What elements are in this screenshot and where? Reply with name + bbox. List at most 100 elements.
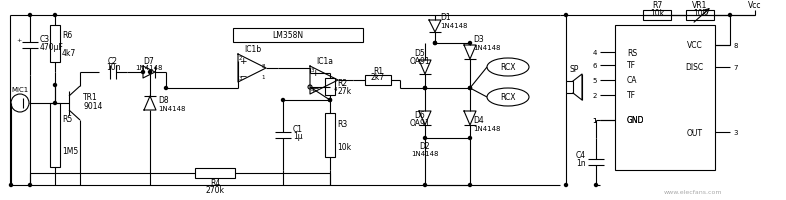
Circle shape <box>729 14 732 17</box>
Text: 1N4148: 1N4148 <box>411 150 439 156</box>
Text: C2: C2 <box>108 56 118 65</box>
Bar <box>686 11 714 21</box>
Text: +: + <box>17 37 22 42</box>
Text: 9014: 9014 <box>83 102 102 111</box>
Text: 10n: 10n <box>106 63 120 72</box>
Text: D1: D1 <box>440 13 450 22</box>
Bar <box>50 26 60 62</box>
Circle shape <box>468 87 472 90</box>
Text: 8: 8 <box>261 63 265 68</box>
Bar <box>643 11 671 21</box>
Circle shape <box>468 42 472 45</box>
Text: OUT: OUT <box>687 128 703 137</box>
Bar <box>365 76 391 86</box>
Text: LM358N: LM358N <box>273 31 303 40</box>
Text: 1M5: 1M5 <box>62 147 79 156</box>
Text: MIC1: MIC1 <box>11 87 28 93</box>
Text: +: + <box>311 69 319 78</box>
Text: +: + <box>239 57 247 66</box>
Text: 4: 4 <box>310 88 314 93</box>
Text: R7: R7 <box>652 1 662 10</box>
Text: VCC: VCC <box>687 41 703 50</box>
Text: 7: 7 <box>733 65 737 71</box>
Text: RCX: RCX <box>500 93 516 102</box>
Text: 10k: 10k <box>337 142 351 151</box>
Text: D5: D5 <box>415 49 425 58</box>
Text: 4k7: 4k7 <box>62 49 76 58</box>
Circle shape <box>594 184 597 187</box>
Text: 10k: 10k <box>650 8 664 17</box>
Text: 3: 3 <box>733 129 737 135</box>
Text: 5: 5 <box>593 78 597 84</box>
Text: 2: 2 <box>238 56 242 61</box>
Text: 1n: 1n <box>576 158 586 167</box>
Text: 1: 1 <box>261 75 265 80</box>
Circle shape <box>28 14 31 17</box>
Text: 3: 3 <box>238 76 242 81</box>
Circle shape <box>468 184 472 187</box>
Text: 4: 4 <box>333 87 336 92</box>
Text: 270k: 270k <box>205 186 225 195</box>
Circle shape <box>424 184 427 187</box>
Text: 1N4148: 1N4148 <box>158 105 185 111</box>
Text: D4: D4 <box>473 116 483 125</box>
Text: RCX: RCX <box>500 63 516 72</box>
Text: 10k: 10k <box>693 8 707 17</box>
Text: 1N4148: 1N4148 <box>473 45 501 51</box>
Text: D3: D3 <box>473 35 483 44</box>
Text: 1: 1 <box>593 117 597 123</box>
Text: OA91: OA91 <box>410 56 430 65</box>
Text: R6: R6 <box>62 31 72 40</box>
Circle shape <box>53 14 57 17</box>
Circle shape <box>9 184 13 187</box>
Text: −: − <box>239 71 247 80</box>
Text: IC1b: IC1b <box>244 44 262 53</box>
Text: 3: 3 <box>310 68 314 73</box>
Text: VR1: VR1 <box>692 1 707 10</box>
Text: RS: RS <box>627 48 637 57</box>
Text: R2: R2 <box>337 78 347 87</box>
Text: 6: 6 <box>593 63 597 69</box>
Text: GND: GND <box>627 116 645 125</box>
Text: www.elecfans.com: www.elecfans.com <box>663 190 722 195</box>
Text: 27k: 27k <box>337 87 351 96</box>
Text: 4: 4 <box>593 50 597 56</box>
Circle shape <box>53 102 57 105</box>
Text: 2: 2 <box>593 93 597 99</box>
Text: 1: 1 <box>593 117 597 123</box>
Text: SP: SP <box>569 64 578 73</box>
Circle shape <box>564 14 567 17</box>
Text: R1: R1 <box>373 66 383 75</box>
Text: TR1: TR1 <box>83 93 97 102</box>
Text: R3: R3 <box>337 120 347 129</box>
Circle shape <box>468 87 472 90</box>
Text: D8: D8 <box>158 96 169 105</box>
Text: R4: R4 <box>210 179 220 188</box>
Circle shape <box>28 184 31 187</box>
Bar <box>50 103 60 167</box>
Text: 2k7: 2k7 <box>371 73 385 82</box>
Text: D6: D6 <box>415 111 425 120</box>
Circle shape <box>424 137 427 140</box>
Text: IC1a: IC1a <box>317 56 333 65</box>
Bar <box>233 29 363 43</box>
Circle shape <box>141 71 145 74</box>
Circle shape <box>53 84 57 87</box>
Text: GND: GND <box>627 116 645 125</box>
Bar <box>325 78 335 96</box>
Circle shape <box>468 137 472 140</box>
Circle shape <box>329 99 332 102</box>
Circle shape <box>149 71 152 74</box>
Text: Vcc: Vcc <box>748 1 762 10</box>
Bar <box>325 113 335 158</box>
Text: 1N4148: 1N4148 <box>473 125 501 131</box>
Bar <box>566 82 573 94</box>
Text: TF: TF <box>627 91 636 100</box>
Text: DISC: DISC <box>685 63 703 72</box>
Circle shape <box>434 42 436 45</box>
Text: CA: CA <box>627 76 637 85</box>
Circle shape <box>424 87 427 90</box>
Text: −: − <box>311 83 319 92</box>
Text: 470μF: 470μF <box>40 42 64 51</box>
Circle shape <box>564 184 567 187</box>
